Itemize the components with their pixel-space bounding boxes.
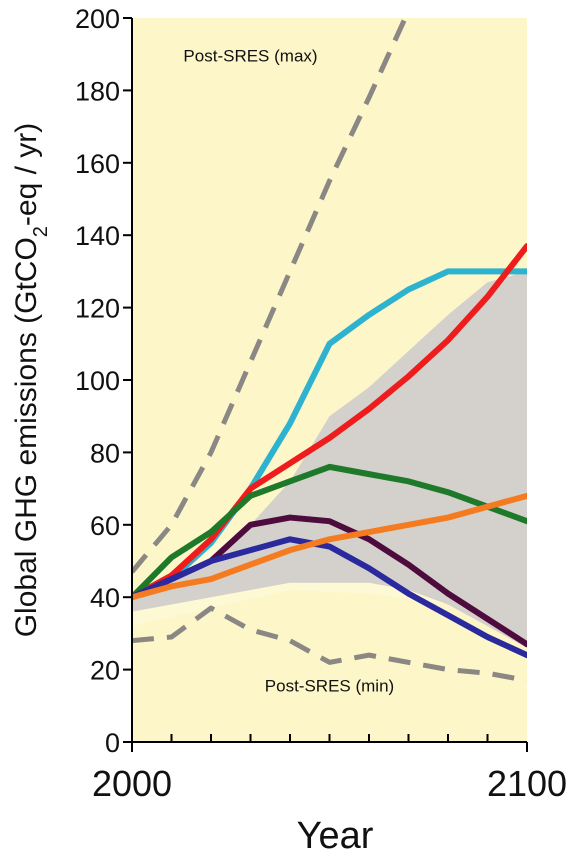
x-tick-label: 2000 bbox=[92, 763, 172, 804]
y-tick-label: 200 bbox=[75, 4, 120, 34]
series-line-4 bbox=[132, 243, 527, 601]
series-layer bbox=[132, 18, 527, 683]
y-tick-label: 100 bbox=[75, 366, 120, 396]
y-tick-label: 180 bbox=[75, 76, 120, 106]
annotation-label: Post-SRES (min) bbox=[265, 676, 394, 695]
series-line-2 bbox=[132, 605, 527, 683]
y-axis-title: Global GHG emissions (GtCO2-eq / yr) bbox=[10, 123, 52, 638]
y-tick-label: 160 bbox=[75, 149, 120, 179]
y-tick-label: 140 bbox=[75, 221, 120, 251]
y-tick-label: 60 bbox=[90, 511, 120, 541]
labels-layer: 0 20 40 60 80 100 120 140 160 180 200 2000 2100 Post-… bbox=[75, 4, 567, 804]
x-tick-label: 2100 bbox=[487, 763, 567, 804]
y-tick-label: 120 bbox=[75, 294, 120, 324]
axes-layer bbox=[123, 17, 528, 752]
series-line-5 bbox=[132, 463, 527, 601]
annotation-label: Post-SRES (max) bbox=[183, 46, 317, 65]
series-line-8 bbox=[132, 492, 527, 601]
series-line-1 bbox=[132, 18, 408, 574]
y-axis-title-subscript: 2 bbox=[30, 226, 52, 237]
y-tick-label: 0 bbox=[105, 728, 120, 758]
series-line-7 bbox=[132, 536, 527, 659]
y-tick-label: 40 bbox=[90, 583, 120, 613]
y-axis-title-part-1: Global GHG emissions (GtCO bbox=[10, 237, 43, 637]
y-tick-label: 80 bbox=[90, 438, 120, 468]
y-axis-title-part-2: -eq / yr) bbox=[10, 123, 43, 226]
x-axis-title: Year bbox=[297, 815, 374, 851]
y-tick-label: 20 bbox=[90, 656, 120, 686]
